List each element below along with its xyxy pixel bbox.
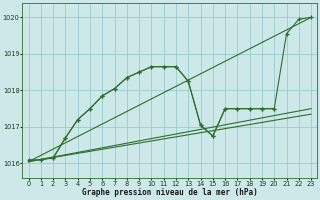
X-axis label: Graphe pression niveau de la mer (hPa): Graphe pression niveau de la mer (hPa) xyxy=(82,188,258,197)
